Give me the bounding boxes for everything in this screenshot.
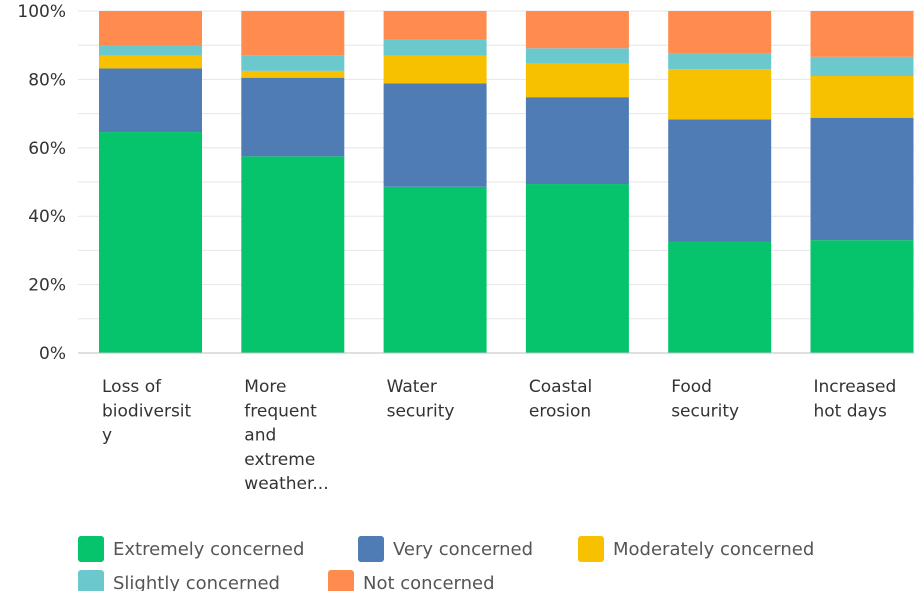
legend-item-very-concerned: Very concerned [358,536,578,562]
x-category-label-line: erosion [529,401,591,421]
legend-label: Slightly concerned [113,572,280,591]
legend-item-not-concerned: Not concerned [328,570,495,591]
x-category-label: Coastal erosion [529,377,592,421]
bar-segment [383,186,487,353]
x-category-label-line: security [671,401,739,421]
legend-swatch [78,570,104,591]
x-category-label-line: and [244,426,276,446]
x-category-label-line: y [102,426,112,446]
x-category-label-line: extreme [244,450,315,470]
legend-label: Very concerned [393,538,534,560]
bar-segment [810,240,914,353]
bar-segment [241,55,345,71]
x-category-label: Food security [671,377,739,421]
y-tick-label: 100% [17,2,66,22]
x-category-label-line: biodiversit [102,401,192,421]
x-category-label-line: Loss of [102,377,162,397]
legend-swatch [578,536,604,562]
bar-segment [99,132,202,353]
x-category-label-line: security [387,401,455,421]
y-tick-label: 20% [28,276,66,296]
bar-segment [525,184,629,353]
bar-segment [241,77,345,157]
bar-segment [241,11,345,56]
legend-swatch [328,570,354,591]
bar-segment [525,48,629,64]
bar-segment [383,39,487,56]
legend-label: Extremely concerned [113,538,305,560]
legend-item-extremely-concerned: Extremely concerned [78,536,358,562]
legend-item-moderately-concerned: Moderately concerned [578,536,814,562]
bar-segment [383,11,487,40]
bar-segment [383,83,487,187]
x-category-label-line: Increased [814,377,897,397]
bar-segment [525,11,629,49]
legend-swatch [358,536,384,562]
bar-segment [668,11,772,54]
y-tick-label: 60% [28,139,66,159]
bars [99,11,914,353]
bar-segment [99,11,202,46]
bar-segment [99,55,202,69]
bar-segment [241,156,345,353]
bar-segment [99,68,202,133]
bar-segment [241,70,345,78]
gridlines [78,10,914,320]
x-category-label-line: hot days [814,401,888,421]
y-tick-label: 40% [28,207,66,227]
bar-segment [668,69,772,120]
y-tick-label: 80% [28,70,66,90]
x-category-label-line: weather... [244,474,328,494]
legend-item-slightly-concerned: Slightly concerned [78,570,328,591]
x-category-label-line: frequent [244,401,317,421]
legend-label: Not concerned [363,572,495,591]
x-category-label-line: More [244,377,286,397]
legend: Extremely concerned Very concerned Moder… [78,532,898,591]
bar-segment [810,117,914,241]
x-category-label-line: Food [671,377,712,397]
bar-segment [525,97,629,185]
bar-segment [810,11,914,57]
bar-segment [525,63,629,98]
bar-segment [383,55,487,84]
x-category-label-line: Water [387,377,437,397]
bar-segment [668,119,772,242]
legend-row: Slightly concerned Not concerned [78,566,898,591]
x-category-label: More frequent and extreme weather... [244,377,328,494]
x-category-label: Water security [387,377,455,421]
legend-swatch [78,536,104,562]
x-category-label-line: Coastal [529,377,592,397]
bar-segment [99,45,202,56]
stacked-bar-chart: 0% 20% 40% 60% 80% 100% Loss of biodiversit y Mo… [17,2,914,494]
legend-row: Extremely concerned Very concerned Moder… [78,532,898,566]
y-tick-label: 0% [39,344,66,364]
legend-label: Moderately concerned [613,538,815,560]
y-axis-ticks: 0% 20% 40% 60% 80% 100% [17,2,66,364]
bar-segment [810,75,914,118]
bar-segment [668,241,772,353]
bar-segment [810,56,914,76]
bar-segment [668,53,772,70]
category-labels: Loss of biodiversit y More frequent and extrem… [102,377,896,494]
x-category-label: Loss of biodiversit y [102,377,192,446]
x-category-label: Increased hot days [814,377,897,421]
